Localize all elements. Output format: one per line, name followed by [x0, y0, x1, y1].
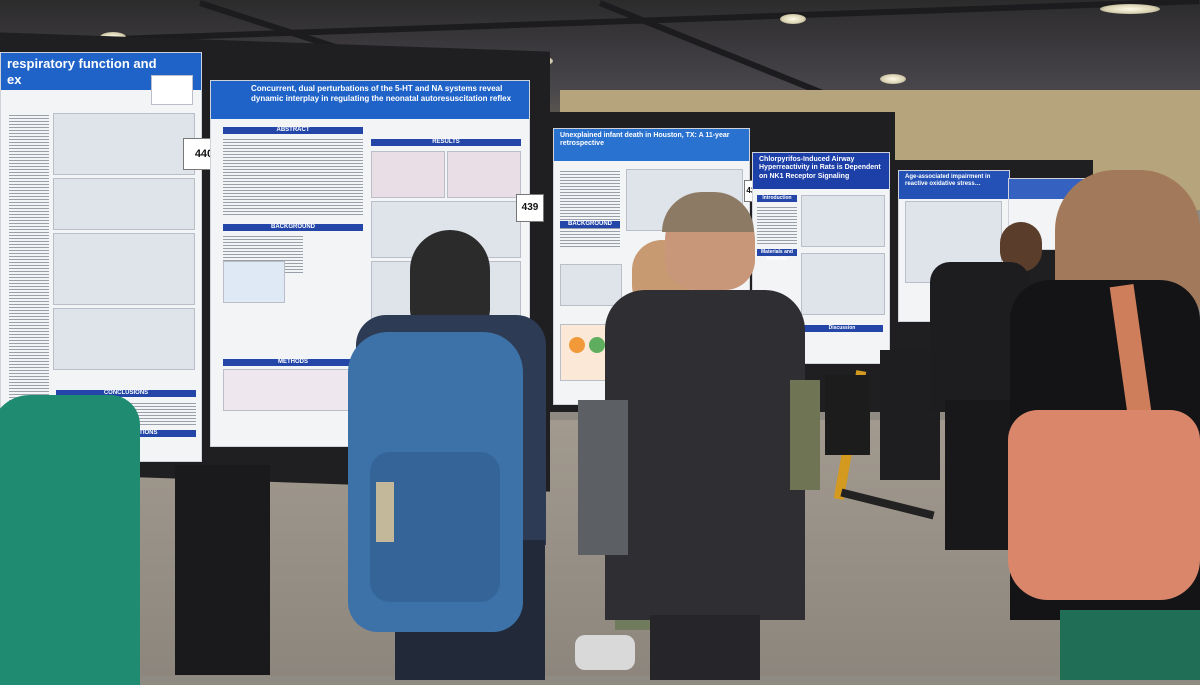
figure	[53, 113, 195, 175]
figure	[447, 151, 521, 198]
person-trousers	[945, 400, 1010, 550]
ceiling-light	[880, 74, 906, 84]
person-green-skirt	[1060, 610, 1200, 680]
poster-title: Age-associated impairment in reactive ox…	[899, 171, 1009, 199]
poster-number: 439	[516, 194, 544, 222]
figure	[560, 264, 622, 306]
ceiling-light	[780, 14, 806, 24]
backpack	[348, 332, 523, 632]
text-block	[9, 113, 49, 433]
figure	[53, 178, 195, 230]
section-header: METHODS	[223, 359, 363, 366]
poster-title: Unexplained infant death in Houston, TX:…	[554, 129, 749, 161]
figure	[801, 253, 885, 315]
section-header: ABSTRACT	[223, 127, 363, 134]
suit-trousers	[650, 615, 760, 680]
person-behind-board	[175, 465, 270, 675]
section-header: BACKGROUND	[223, 224, 363, 231]
figure	[223, 261, 285, 303]
section-header: CONCLUSIONS	[56, 390, 196, 397]
person-background	[578, 400, 628, 555]
section-header: Discussion	[801, 325, 883, 332]
figure	[371, 151, 445, 198]
figure	[53, 308, 195, 370]
figure	[801, 195, 885, 247]
poster-center-right: Chlorpyrifos-Induced Airway Hyperreactiv…	[752, 152, 890, 364]
poster-title: Chlorpyrifos-Induced Airway Hyperreactiv…	[753, 153, 889, 189]
figure	[53, 233, 195, 305]
person-head	[410, 230, 490, 330]
text-block	[757, 205, 797, 245]
text-block	[560, 169, 620, 249]
section-header: RESULTS	[371, 139, 521, 146]
person-background	[790, 380, 820, 490]
person-background	[825, 375, 870, 455]
section-header: BACKGROUND	[560, 221, 620, 228]
luggage-tag	[376, 482, 394, 542]
poster-title: Concurrent, dual perturbations of the 5-…	[211, 81, 529, 119]
ceiling-light	[1100, 4, 1160, 14]
text-block	[223, 137, 363, 217]
figure	[223, 369, 365, 411]
section-header: Introduction	[757, 195, 797, 202]
person-teal-shirt	[0, 395, 140, 685]
qr-code	[151, 75, 193, 105]
section-header: Materials and Methods	[757, 249, 797, 262]
tote-bag	[1008, 410, 1200, 600]
sneaker	[575, 635, 635, 670]
person-dark-suit	[605, 290, 805, 620]
